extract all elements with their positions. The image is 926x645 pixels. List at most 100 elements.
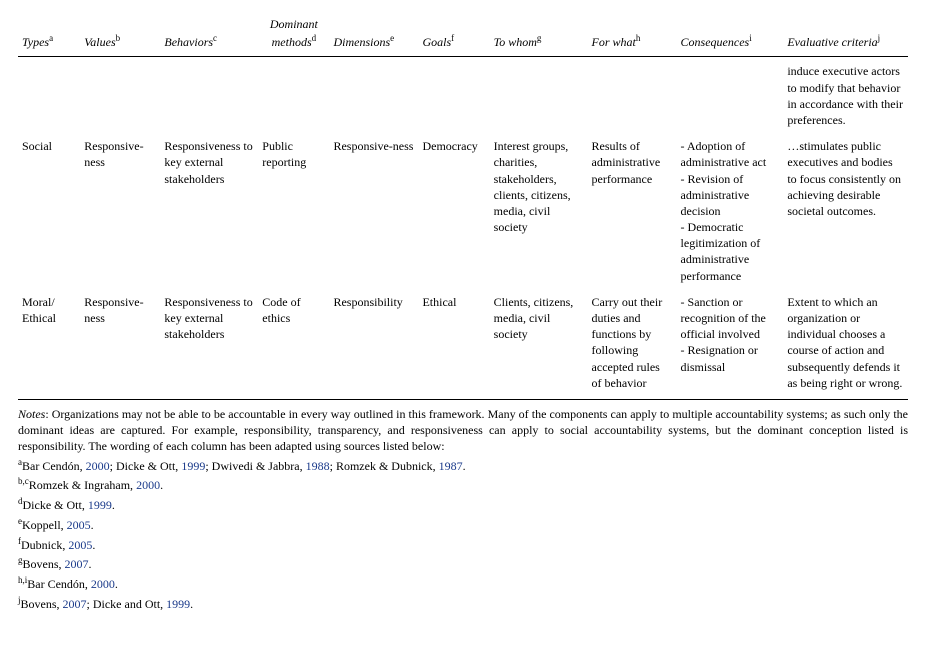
citation-year: 2005 [67, 518, 91, 532]
cell-text: Carry out their duties and functions by … [592, 295, 663, 390]
cell-text: …stimulates public executives and bodies… [787, 139, 901, 218]
citation-year: 2000 [86, 459, 110, 473]
table-cell: Democracy [418, 132, 489, 288]
table-cell: - Sanction or recognition of the officia… [677, 288, 784, 395]
column-header: For whath [588, 12, 677, 57]
column-header-sup: f [451, 33, 454, 43]
table-cell: Responsive-ness [329, 132, 418, 288]
notes-section: Notes: Organizations may not be able to … [18, 399, 908, 613]
column-header-sup: e [390, 33, 394, 43]
column-header-label: Consequences [681, 35, 750, 49]
citation-year: 1987 [439, 459, 463, 473]
cell-text: Responsiveness to key external stakehold… [164, 295, 252, 341]
column-header-sup: j [878, 33, 881, 43]
table-cell [490, 57, 588, 132]
column-header: Valuesb [80, 12, 160, 57]
citation-year: 1999 [181, 459, 205, 473]
column-header-sup: d [312, 33, 317, 43]
table-cell: Responsive-ness [80, 132, 160, 288]
citation-year: 2007 [65, 557, 89, 571]
column-header-sup: b [116, 33, 121, 43]
column-header: Goalsf [418, 12, 489, 57]
footnote-sup: d [18, 496, 23, 506]
cell-text: Results of administrative performance [592, 139, 661, 185]
column-header: Evaluative criteriaj [783, 12, 908, 57]
table-cell: Public reporting [258, 132, 329, 288]
page-root: Types a Valuesb Behaviorsc Dominant methodsd… [0, 0, 926, 631]
cell-text: Extent to which an organization or indiv… [787, 295, 902, 390]
table-cell: Responsive-ness [80, 288, 160, 395]
footnote-sup: a [18, 457, 22, 467]
citation-year: 2007 [63, 597, 87, 611]
column-header: Dimensionse [329, 12, 418, 57]
footnote-line: aBar Cendón, 2000; Dicke & Ott, 1999; Dw… [18, 456, 908, 475]
column-header-label: Behaviors [164, 35, 213, 49]
cell-text: - Adoption of administrative act- Revisi… [681, 139, 767, 283]
citation-year: 1999 [88, 498, 112, 512]
column-header-label: Types [22, 35, 49, 49]
footnote-sup: f [18, 536, 21, 546]
cell-text: Moral/ Ethical [22, 295, 56, 325]
table-cell: Code of ethics [258, 288, 329, 395]
column-header-sup: g [537, 33, 542, 43]
accountability-table: TypesaValuesbBehaviorscDominant methodsd… [18, 12, 908, 395]
citation-year: 2000 [136, 478, 160, 492]
notes-paragraph: Notes: Organizations may not be able to … [18, 406, 908, 455]
column-header-sup: h [636, 33, 641, 43]
table-cell: Responsiveness to key external stakehold… [160, 288, 258, 395]
cell-text: Responsive-ness [333, 139, 413, 153]
footnote-sup: b,c [18, 476, 29, 486]
table-cell [677, 57, 784, 132]
column-header-label: For what [592, 35, 636, 49]
footnote-line: b,cRomzek & Ingraham, 2000. [18, 475, 908, 494]
column-header-label: Evaluative criteria [787, 35, 877, 49]
table-cell: - Adoption of administrative act- Revisi… [677, 132, 784, 288]
table-header-row: TypesaValuesbBehaviorscDominant methodsd… [18, 12, 908, 57]
column-header: Dominant methodsd [258, 12, 329, 57]
cell-text: Social [22, 139, 52, 153]
column-header-label: Values [84, 35, 115, 49]
column-header-sup: c [213, 33, 217, 43]
table-cell [588, 57, 677, 132]
table-cell: …stimulates public executives and bodies… [783, 132, 908, 288]
table-cell [80, 57, 160, 132]
cell-text: Responsibility [333, 295, 402, 309]
table-cell [418, 57, 489, 132]
column-header-label: To whom [494, 35, 537, 49]
table-cell: Responsiveness to key external stakehold… [160, 132, 258, 288]
table-cell [329, 57, 418, 132]
column-header: To whomg [490, 12, 588, 57]
footnote-line: jBovens, 2007; Dicke and Ott, 1999. [18, 594, 908, 613]
footnote-sup: g [18, 555, 23, 565]
column-header: Consequencesi [677, 12, 784, 57]
cell-text: Clients, citizens, media, civil society [494, 295, 574, 341]
cell-text: Responsiveness to key external stakehold… [164, 139, 252, 185]
footnotes-block: aBar Cendón, 2000; Dicke & Ott, 1999; Dw… [18, 456, 908, 613]
table-body: induce executive actors to modify that b… [18, 57, 908, 395]
citation-year: 2000 [91, 577, 115, 591]
table-cell: Social [18, 132, 80, 288]
table-cell: Moral/ Ethical [18, 288, 80, 395]
table-cell: Clients, citizens, media, civil society [490, 288, 588, 395]
cell-text: Responsive-ness [84, 139, 143, 169]
table-cell: Interest groups, charities, stakeholders… [490, 132, 588, 288]
cell-text: Responsive-ness [84, 295, 143, 325]
footnote-sup: e [18, 516, 22, 526]
cell-text: Public reporting [262, 139, 306, 169]
footnote-sup: h,i [18, 575, 27, 585]
footnote-line: gBovens, 2007. [18, 554, 908, 573]
footnote-line: h,iBar Cendón, 2000. [18, 574, 908, 593]
table-cell: Ethical [418, 288, 489, 395]
cell-text: Code of ethics [262, 295, 300, 325]
table-cell [18, 57, 80, 132]
table-row: Social Responsive-ness Responsiveness to k… [18, 132, 908, 288]
table-cell: Responsibility [329, 288, 418, 395]
footnote-line: fDubnick, 2005. [18, 535, 908, 554]
table-cell [160, 57, 258, 132]
table-cell: induce executive actors to modify that b… [783, 57, 908, 132]
notes-label: Notes [18, 407, 45, 421]
citation-year: 2005 [68, 538, 92, 552]
footnote-sup: j [18, 595, 21, 605]
cell-text: induce executive actors to modify that b… [787, 64, 903, 127]
footnote-line: dDicke & Ott, 1999. [18, 495, 908, 514]
